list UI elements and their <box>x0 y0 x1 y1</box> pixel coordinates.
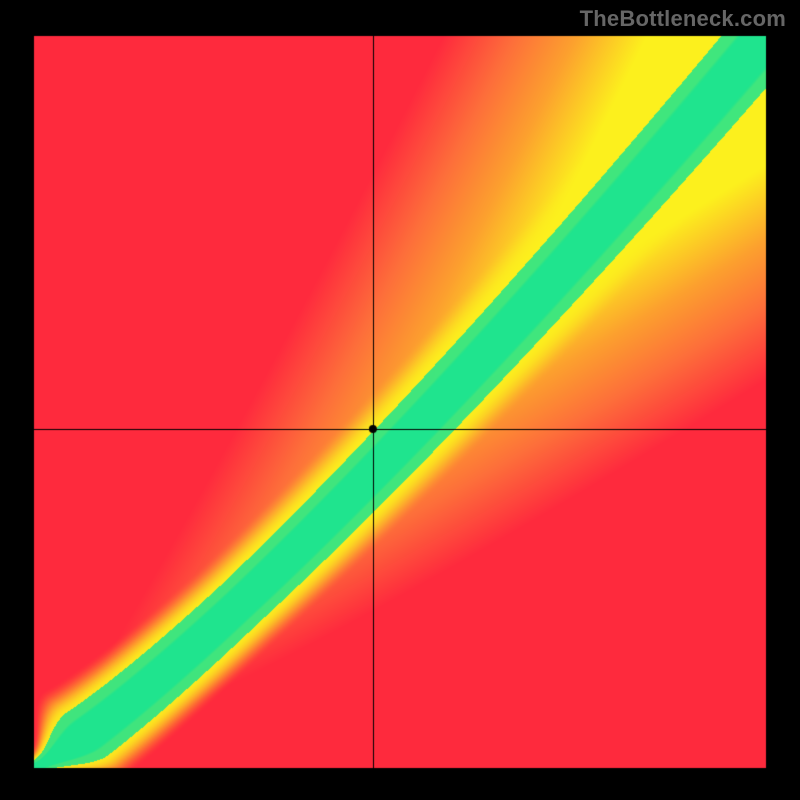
bottleneck-heatmap <box>0 0 800 800</box>
